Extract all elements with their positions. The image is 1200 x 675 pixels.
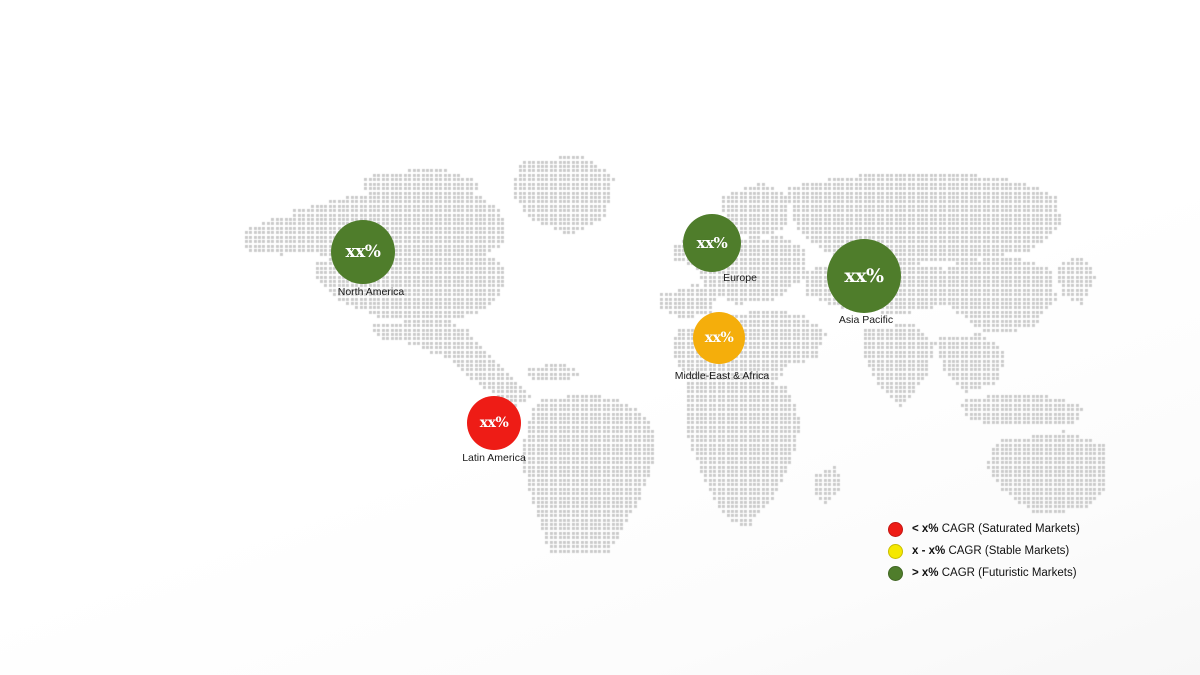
region-value: xx% — [704, 330, 734, 346]
legend-range-stable: x - x% — [912, 545, 946, 557]
region-label-latin-america: Latin America — [462, 452, 526, 464]
legend-desc-futuristic: CAGR (Futuristic Markets) — [938, 567, 1077, 579]
legend-label-stable: x - x% CAGR (Stable Markets) — [912, 545, 1069, 557]
region-value: xx% — [696, 233, 728, 252]
legend-range-futuristic: > x% — [912, 567, 939, 579]
legend-item-futuristic[interactable]: > x% CAGR (Futuristic Markets) — [888, 562, 1188, 584]
legend: < x% CAGR (Saturated Markets) x - x% CAGR… — [888, 518, 1188, 584]
legend-label-saturated: < x% CAGR (Saturated Markets) — [912, 523, 1080, 535]
region-value: xx% — [479, 415, 509, 431]
legend-item-stable[interactable]: x - x% CAGR (Stable Markets) — [888, 540, 1188, 562]
region-label-europe: Europe — [723, 272, 757, 284]
legend-range-saturated: < x% — [912, 523, 939, 535]
legend-item-saturated[interactable]: < x% CAGR (Saturated Markets) — [888, 518, 1188, 540]
region-label-middle-east-africa: Middle-East & Africa — [674, 370, 770, 382]
legend-swatch-futuristic-icon — [888, 565, 903, 581]
legend-swatch-saturated-icon — [888, 521, 903, 537]
region-bubble-latin-america[interactable]: xx% — [467, 396, 521, 450]
region-value: xx% — [345, 241, 381, 262]
legend-desc-stable: CAGR (Stable Markets) — [945, 545, 1070, 557]
region-value: xx% — [844, 264, 884, 287]
region-label-asia-pacific: Asia Pacific — [838, 314, 894, 326]
region-bubble-asia-pacific[interactable]: xx% — [827, 239, 901, 313]
region-bubble-europe[interactable]: xx% — [683, 214, 741, 272]
legend-swatch-stable-icon — [888, 543, 903, 559]
legend-label-futuristic: > x% CAGR (Futuristic Markets) — [912, 567, 1077, 579]
region-bubble-middle-east-africa[interactable]: xx% — [693, 312, 745, 364]
region-bubble-north-america[interactable]: xx% — [331, 220, 395, 284]
legend-desc-saturated: CAGR (Saturated Markets) — [938, 523, 1080, 535]
region-label-north-america: North America — [337, 286, 405, 298]
